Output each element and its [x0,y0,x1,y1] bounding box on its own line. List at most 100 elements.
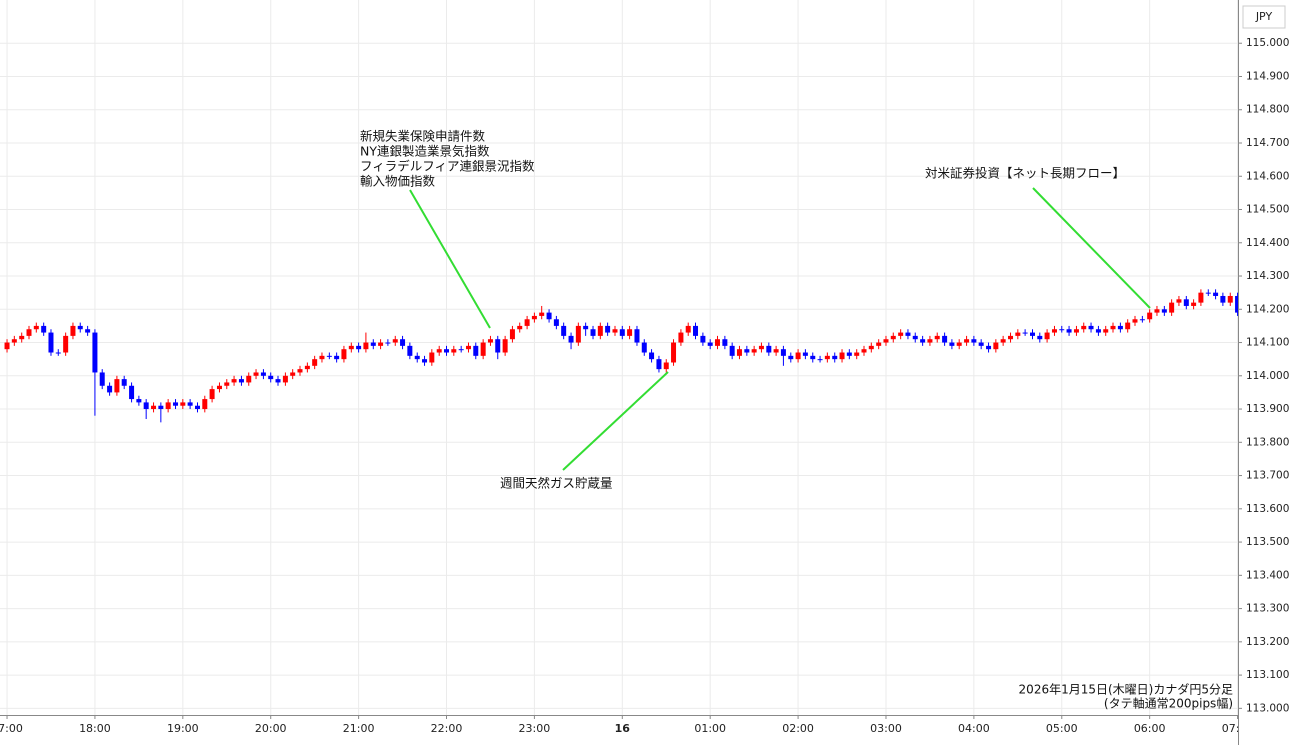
candle-body [1220,295,1226,303]
candle-body [143,402,149,410]
annotation-text: NY連銀製造業景気指数 [360,144,490,159]
footnote: (タテ軸通常200pips幅) [1104,696,1233,711]
currency-label: JPY [1255,10,1273,23]
price-panel [1238,0,1300,745]
candle-body [1022,332,1028,334]
candle-body [1169,302,1175,313]
candle-body [297,369,303,373]
plot-area [0,0,1248,715]
candle-body [656,359,662,370]
candle-body [11,339,17,343]
candle-body [465,345,471,350]
candle-body [890,335,896,340]
y-tick-label: 113.600 [1246,503,1289,515]
candle-body [55,352,61,354]
candle-body [568,335,574,343]
candle-body [114,379,120,393]
candle-body [1088,325,1094,330]
candle-body [846,352,852,356]
candle-body [685,325,691,333]
candle-body [553,319,559,326]
candle-body [1073,329,1079,333]
y-tick-label: 114.400 [1246,237,1289,249]
candle-body [231,379,237,383]
candle-body [26,329,32,336]
x-tick-label: 17:00 [0,722,23,735]
footnote: 2026年1月15日(木曜日)カナダ円5分足 [1019,682,1233,697]
x-axis: 17:00 18:00 19:00 20:00 21:00 22:00 23:00 16 01:… [0,715,1300,735]
candle-body [4,342,10,350]
candle-body [165,402,171,410]
candle-body [70,325,76,336]
candle-body [942,335,948,343]
candle-body [517,325,523,330]
y-tick-label: 114.500 [1246,204,1289,216]
candle-body [605,325,611,333]
candle-body [531,315,537,320]
candle-body [326,355,332,357]
candle-body [590,329,596,336]
candle-body [173,402,179,406]
candle-body [802,352,808,356]
candle-body [868,345,874,350]
candle-body [1183,299,1189,306]
y-tick-label: 113.000 [1246,702,1289,714]
candle-body [246,375,252,383]
candle-body [436,349,442,353]
annotation-text: 輸入物価指数 [360,174,436,189]
candle-body [561,325,567,336]
candle-body [129,385,135,400]
y-tick-label: 113.200 [1246,636,1289,648]
candle-body [1139,319,1145,321]
y-tick-label: 114.900 [1246,70,1289,82]
candle-body [1000,339,1006,343]
candle-body [268,375,274,380]
x-tick-label: 01:00 [694,722,726,735]
candle-body [1008,335,1014,340]
candle-body [341,349,347,360]
candle-body [729,345,735,356]
candle-body [33,325,39,330]
x-tick-label: 19:00 [167,722,199,735]
candle-body [920,339,926,343]
candle-body [1176,299,1182,303]
candle-body [509,329,515,340]
candle-body [151,405,157,410]
candle-body [348,345,354,350]
candle-body [370,342,376,346]
candle-body [956,342,962,346]
candle-body [363,342,369,350]
candle-body [678,332,684,343]
candle-body [978,342,984,346]
candle-body [202,399,208,410]
candle-body [253,372,259,376]
candle-body [158,405,164,410]
candle-body [92,332,98,373]
candle-body [224,382,230,386]
candle-body [1147,312,1153,320]
candle-body [597,325,603,336]
candle-body [180,402,186,406]
candle-body [187,402,193,406]
candle-body [502,339,508,353]
candle-body [839,352,845,360]
candle-body [107,385,113,393]
candle-body [758,345,764,350]
candle-body [312,359,318,366]
candle-body [824,355,830,360]
candle-body [788,355,794,360]
y-tick-label: 113.500 [1246,536,1289,548]
annotation-line [1032,187,1151,309]
candle-body [429,352,435,363]
candle-body [693,325,699,336]
candle-body [524,319,530,326]
candle-body [795,352,801,360]
candle-body [209,389,215,400]
candle-body [854,352,860,356]
annotation-line [409,189,491,329]
candle-body [1059,329,1065,331]
candle-body [48,332,54,353]
candle-body [422,359,428,363]
candle-body [722,339,728,346]
candle-body [949,342,955,346]
